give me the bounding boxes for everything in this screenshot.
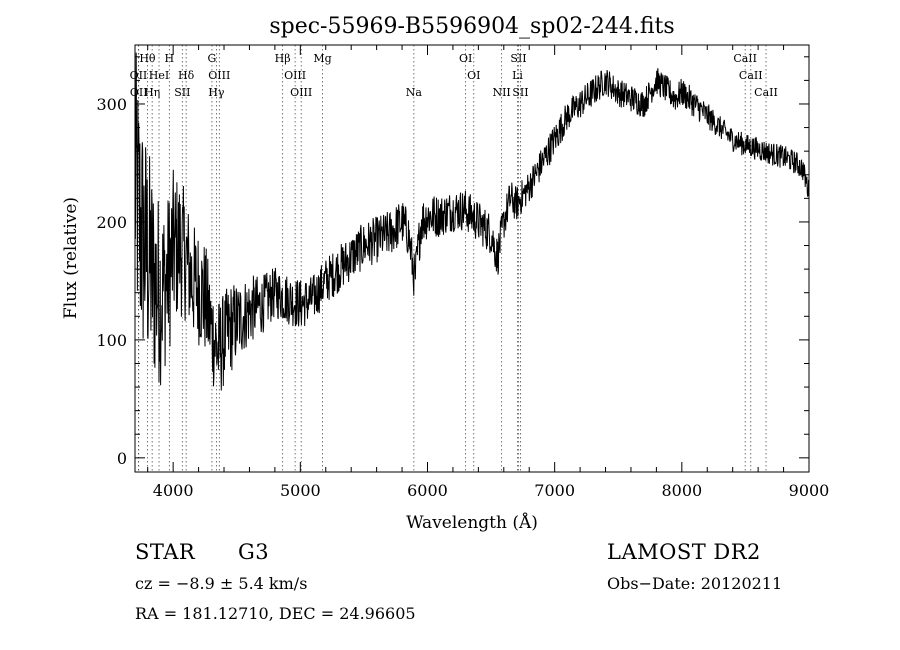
line-annotations: Hθ H G Hβ Mg OI SII CaII OII HeI Hδ OIII OIII OI Li CaI… xyxy=(130,45,778,472)
annotation-label-12: OIII xyxy=(284,69,306,82)
x-tick-label-7000: 7000 xyxy=(534,481,575,500)
annotation-label-24: CaII xyxy=(754,86,778,99)
annotation-label-5: OI xyxy=(459,52,472,65)
annotation-label-15: CaII xyxy=(739,69,763,82)
annotation-label-17: Hη xyxy=(144,86,160,99)
annotation-label-8: OII xyxy=(130,69,148,82)
annotation-label-2: G xyxy=(208,52,217,65)
annotation-label-7: CaII xyxy=(733,52,757,65)
annotation-label-6: SII xyxy=(510,52,526,65)
annotation-label-16: OII xyxy=(130,86,148,99)
annotation-label-22: NII xyxy=(492,86,510,99)
spectrum-line xyxy=(134,52,810,391)
x-tick-label-5000: 5000 xyxy=(280,481,321,500)
annotation-label-11: OIII xyxy=(208,69,230,82)
annotation-label-4: Mg xyxy=(313,52,331,65)
x-axis-label: Wavelength (Å) xyxy=(406,512,538,533)
x-tick-label-4000: 4000 xyxy=(153,481,194,500)
y-tick-label-200: 200 xyxy=(96,213,127,232)
annotation-label-0: Hθ xyxy=(139,52,156,65)
x-tick-label-6000: 6000 xyxy=(407,481,448,500)
coordinates-readout: RA = 181.12710, DEC = 24.96605 xyxy=(135,604,416,623)
y-tick-label-100: 100 xyxy=(96,331,127,350)
annotation-label-3: Hβ xyxy=(275,52,291,65)
annotation-label-19: Hγ xyxy=(208,86,225,99)
annotation-label-14: Li xyxy=(512,69,523,82)
plot-frame xyxy=(134,44,810,473)
annotation-label-13: OI xyxy=(467,69,480,82)
object-type: STAR xyxy=(135,540,196,564)
subclass: G3 xyxy=(238,540,270,564)
redshift-readout: cz = −8.9 ± 5.4 km/s xyxy=(135,574,308,593)
x-tick-label-9000: 9000 xyxy=(789,481,830,500)
axis-ticks: 4000 5000 6000 7000 8000 9000 0 100 200 300 xyxy=(96,45,829,500)
survey-name: LAMOST DR2 xyxy=(607,540,761,564)
y-tick-label-0: 0 xyxy=(117,449,127,468)
y-tick-label-300: 300 xyxy=(96,95,127,114)
annotation-label-23: SII xyxy=(512,86,528,99)
annotation-label-20: OIII xyxy=(290,86,312,99)
x-tick-label-8000: 8000 xyxy=(661,481,702,500)
annotation-label-18: SII xyxy=(174,86,190,99)
annotation-label-21: Na xyxy=(406,86,423,99)
y-axis-label: Flux (relative) xyxy=(61,197,81,319)
annotation-label-9: HeI xyxy=(149,69,169,82)
observation-date: Obs−Date: 20120211 xyxy=(607,574,783,593)
chart-title: spec-55969-B5596904_sp02-244.fits xyxy=(269,14,674,39)
annotation-label-1: H xyxy=(165,52,175,65)
annotation-label-10: Hδ xyxy=(178,69,195,82)
